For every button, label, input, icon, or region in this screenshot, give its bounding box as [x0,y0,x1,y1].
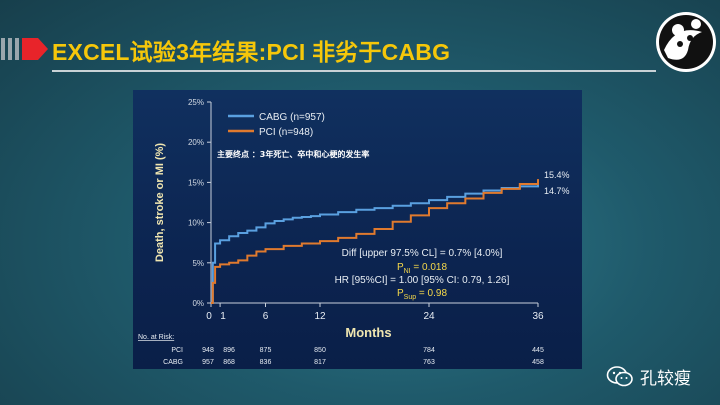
watermark: 孔较瘦 [606,364,691,389]
end-label-pci: 15.4% [544,170,570,180]
y-tick-label: 0% [192,299,204,308]
km-chart-panel: 0% 5% 10% 15% 20% 25% 0 1 6 12 24 36 Months Death, st… [133,90,582,369]
x-tick-label: 36 [532,311,544,322]
at-risk-cell: 850 [314,347,326,354]
x-axis-label: Months [345,325,391,340]
legend-label: CABG (n=957) [259,112,325,123]
legend-label: PCI (n=948) [259,127,313,138]
stat-diff: Diff [upper 97.5% CL] = 0.7% [4.0%] [342,248,503,259]
at-risk-cell: 875 [260,347,272,354]
stat-p-sup: PSup = 0.98 [397,288,447,301]
at-risk-header: No. at Risk: [138,334,174,341]
at-risk-cell: 948 [202,347,214,354]
y-tick-label: 5% [192,259,204,268]
y-axis-label: Death, stroke or MI (%) [154,143,166,263]
watermark-text: 孔较瘦 [640,369,691,389]
stat-p-ni: PNI = 0.018 [397,262,448,275]
y-tick-label: 20% [188,138,204,147]
at-risk-cell: 896 [223,347,235,354]
series-line-pci [211,179,539,304]
at-risk-cell: 957 [202,359,214,366]
at-risk-cell: 763 [423,359,435,366]
x-tick-label: 0 [206,311,212,322]
chart-annotation: 主要终点 ：3年死亡、卒中和心梗的发生率 [217,149,369,159]
red-arrow-icon [22,38,48,60]
y-tick-label: 10% [188,219,204,228]
x-tick-label: 1 [220,311,226,322]
at-risk-cell: 817 [314,359,326,366]
at-risk-cell: 868 [223,359,235,366]
end-label-cabg: 14.7% [544,186,570,196]
stripes-decoration [1,38,19,60]
series-line-cabg [211,184,539,304]
panda-logo-icon [656,12,716,72]
at-risk-cell: 784 [423,347,435,354]
x-tick-label: 6 [263,311,269,322]
at-risk-row-label: PCI [171,347,183,354]
at-risk-cell: 445 [532,347,544,354]
y-tick-label: 15% [188,178,204,187]
wechat-icon [606,365,633,386]
at-risk-cell: 836 [260,359,272,366]
y-tick-label: 25% [188,98,204,107]
at-risk-cell: 458 [532,359,544,366]
slide-title: EXCEL试验3年结果:PCI 非劣于CABG [52,39,451,65]
stat-hr: HR [95%CI] = 1.00 [95% CI: 0.79, 1.26] [335,275,510,286]
x-tick-label: 24 [423,311,435,322]
at-risk-row-label: CABG [163,359,183,366]
x-tick-label: 12 [314,311,326,322]
km-chart: 0% 5% 10% 15% 20% 25% 0 1 6 12 24 36 Months Death, st… [138,98,570,366]
title-divider [52,70,656,72]
